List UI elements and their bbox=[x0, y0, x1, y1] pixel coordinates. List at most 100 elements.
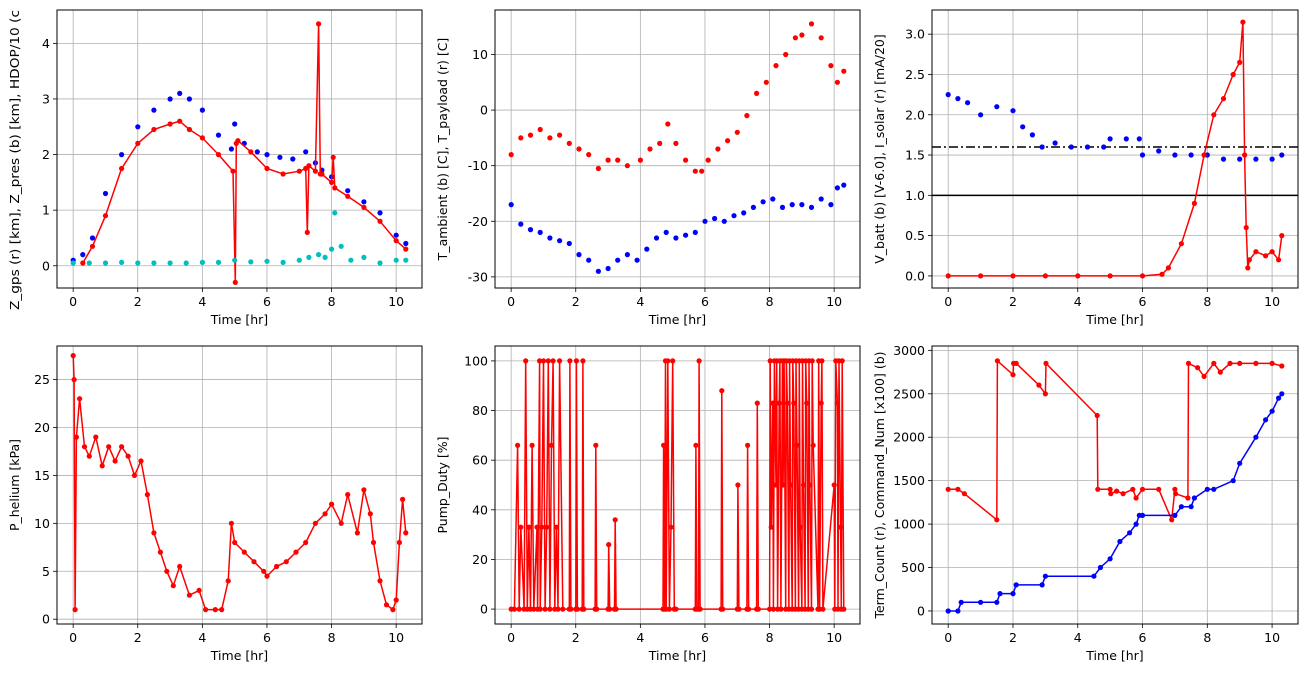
data-point bbox=[1097, 564, 1103, 571]
data-point bbox=[119, 444, 125, 450]
data-point bbox=[566, 240, 572, 247]
data-point bbox=[1052, 140, 1058, 146]
data-point bbox=[1136, 136, 1142, 142]
data-point bbox=[529, 442, 535, 448]
data-point bbox=[702, 218, 708, 224]
data-point bbox=[544, 524, 550, 530]
data-point bbox=[1201, 152, 1207, 158]
data-point bbox=[151, 260, 157, 266]
data-point bbox=[560, 606, 566, 612]
series-2 bbox=[80, 21, 409, 285]
y-tick-label: 3000 bbox=[893, 343, 925, 358]
data-point bbox=[537, 358, 543, 364]
data-point bbox=[586, 152, 592, 158]
data-point bbox=[819, 358, 825, 364]
data-point bbox=[537, 126, 543, 133]
y-tick-label: 1500 bbox=[893, 473, 925, 488]
data-point bbox=[818, 400, 824, 406]
series-line bbox=[511, 360, 845, 610]
data-point bbox=[330, 154, 336, 160]
y-tick-label: 0 bbox=[42, 612, 50, 627]
data-point bbox=[1139, 273, 1146, 279]
data-point bbox=[332, 210, 338, 216]
data-point bbox=[1133, 495, 1139, 501]
data-point bbox=[1185, 495, 1191, 501]
data-point bbox=[773, 482, 779, 488]
data-point bbox=[106, 444, 112, 450]
data-point bbox=[557, 358, 563, 364]
data-point bbox=[537, 229, 543, 235]
data-point bbox=[1075, 273, 1081, 279]
data-point bbox=[1269, 360, 1275, 366]
data-point bbox=[338, 243, 344, 249]
data-point bbox=[994, 358, 1001, 364]
data-point bbox=[797, 524, 803, 530]
data-point bbox=[89, 243, 96, 249]
data-point bbox=[261, 568, 267, 574]
data-point bbox=[1195, 365, 1201, 371]
x-tick-label: 2 bbox=[1009, 294, 1017, 309]
series-1 bbox=[508, 358, 847, 612]
data-point bbox=[699, 168, 705, 174]
data-point bbox=[715, 146, 721, 152]
data-point bbox=[673, 235, 679, 241]
data-point bbox=[400, 496, 406, 502]
data-point bbox=[548, 442, 555, 448]
x-tick-label: 8 bbox=[766, 294, 774, 309]
data-point bbox=[841, 182, 847, 188]
data-point bbox=[71, 377, 77, 383]
y-tick-label: 3.0 bbox=[905, 27, 925, 42]
data-point bbox=[945, 92, 951, 98]
plot-frame bbox=[56, 9, 423, 289]
series-1 bbox=[945, 92, 1285, 162]
data-point bbox=[1253, 434, 1259, 440]
data-point bbox=[167, 96, 173, 102]
data-point bbox=[348, 257, 354, 263]
data-point bbox=[595, 165, 602, 172]
data-point bbox=[1230, 478, 1236, 484]
data-point bbox=[1269, 156, 1275, 162]
data-point bbox=[1173, 491, 1179, 497]
x-tick-label: 0 bbox=[507, 630, 515, 645]
data-point bbox=[697, 606, 703, 612]
data-point bbox=[1123, 136, 1129, 142]
data-point bbox=[338, 520, 344, 526]
data-point bbox=[377, 260, 383, 266]
y-tick-label: 15 bbox=[34, 468, 50, 483]
data-point bbox=[683, 157, 689, 163]
data-point bbox=[792, 35, 799, 41]
data-point bbox=[332, 185, 338, 191]
y-tick-label: 0 bbox=[42, 258, 50, 273]
data-point bbox=[1042, 573, 1048, 579]
data-point bbox=[580, 358, 586, 364]
data-point bbox=[81, 444, 88, 450]
data-point bbox=[119, 259, 125, 265]
y-axis-label: T_ambient (b) [C], T_payload (r) [C] bbox=[435, 38, 450, 262]
data-point bbox=[783, 51, 789, 58]
data-point bbox=[1107, 273, 1113, 279]
data-point bbox=[119, 152, 125, 158]
y-tick-label: 2.0 bbox=[905, 107, 925, 122]
y-tick-label: 60 bbox=[472, 453, 488, 468]
data-point bbox=[322, 511, 328, 517]
data-point bbox=[1230, 71, 1236, 78]
data-point bbox=[1279, 391, 1285, 397]
data-point bbox=[773, 63, 779, 69]
x-axis-label: Time [hr] bbox=[1085, 312, 1143, 327]
data-point bbox=[89, 235, 96, 241]
data-point bbox=[1217, 369, 1223, 375]
y-tick-label: 10 bbox=[34, 516, 50, 531]
data-point bbox=[693, 442, 699, 448]
data-point bbox=[367, 511, 373, 517]
y-axis-label: Z_gps (r) [km], Z_pres (b) [km], HDOP/10… bbox=[7, 10, 22, 310]
y-tick-label: 1000 bbox=[893, 517, 925, 532]
y-tick-label: -30 bbox=[468, 269, 488, 284]
data-point bbox=[634, 257, 640, 263]
data-point bbox=[403, 257, 409, 263]
data-point bbox=[568, 606, 574, 612]
data-point bbox=[1107, 556, 1113, 562]
data-point bbox=[164, 568, 170, 574]
data-point bbox=[807, 482, 813, 488]
data-point bbox=[788, 482, 794, 488]
y-tick-label: 100 bbox=[464, 353, 488, 368]
